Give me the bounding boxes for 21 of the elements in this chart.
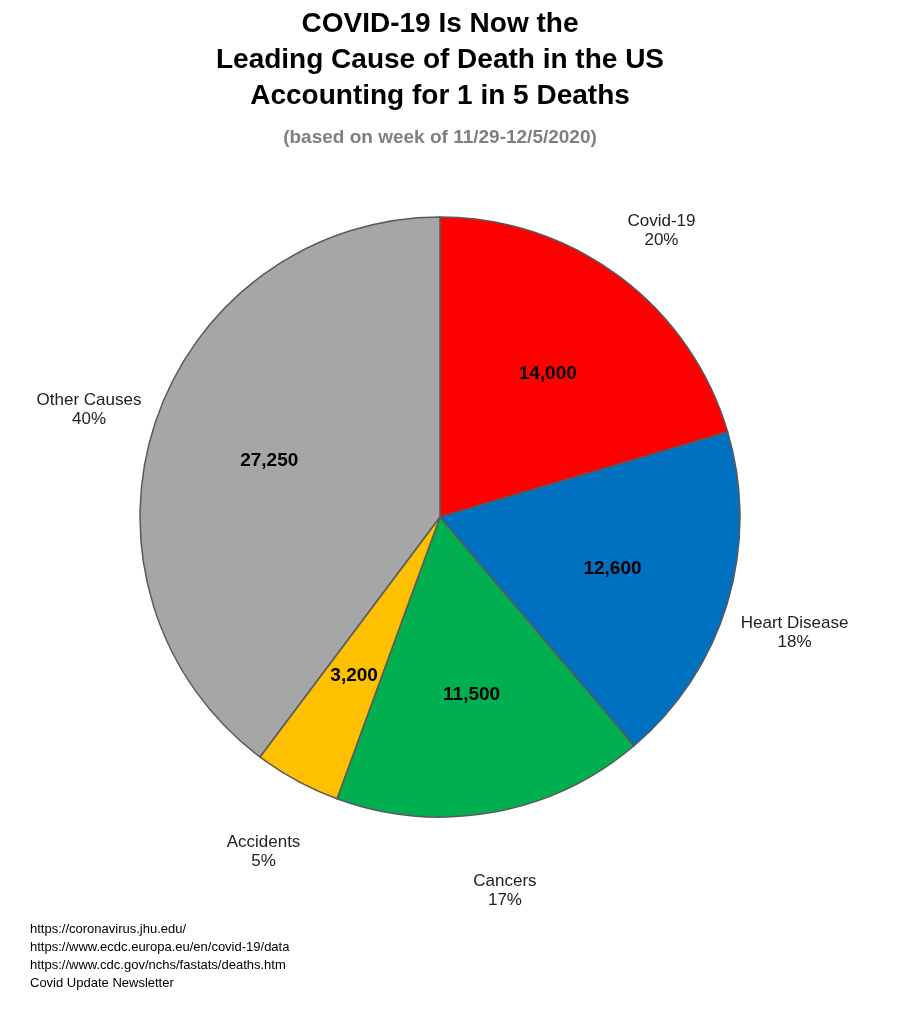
text: https://www.cdc.gov/nchs/fastats/deaths.htm (30, 957, 286, 972)
text: https://www.ecdc.europa.eu/en/covid-19/data (30, 939, 291, 954)
text: https://coronavirus.jhu.edu/ (30, 921, 187, 936)
slice-label: Other Causes (36, 389, 142, 409)
slice-label: Cancers (473, 871, 537, 891)
text: 17% (487, 890, 522, 910)
slice-label: Covid-19 (627, 210, 696, 230)
data-label: 14,000 (518, 361, 577, 383)
data-label: 12,600 (583, 557, 642, 579)
slice-label: Heart Disease (740, 612, 849, 632)
chart-subtitle: (based on week of 11/29-12/5/2020) (283, 126, 597, 147)
data-label: 11,500 (443, 683, 501, 705)
data-label: 3,200 (330, 664, 378, 686)
text: 20% (644, 229, 679, 249)
slice-label: Accidents (226, 832, 301, 852)
text: Covid Update Newsletter (30, 975, 175, 990)
chart-title: COVID-19 Is Now the Leading Cause of Death in the US Accounting for 1 in 5 Deaths (215, 7, 665, 110)
text: 18% (777, 631, 812, 651)
data-label: 27,250 (240, 449, 299, 471)
text: 5% (251, 851, 276, 871)
text: 40% (71, 408, 107, 428)
